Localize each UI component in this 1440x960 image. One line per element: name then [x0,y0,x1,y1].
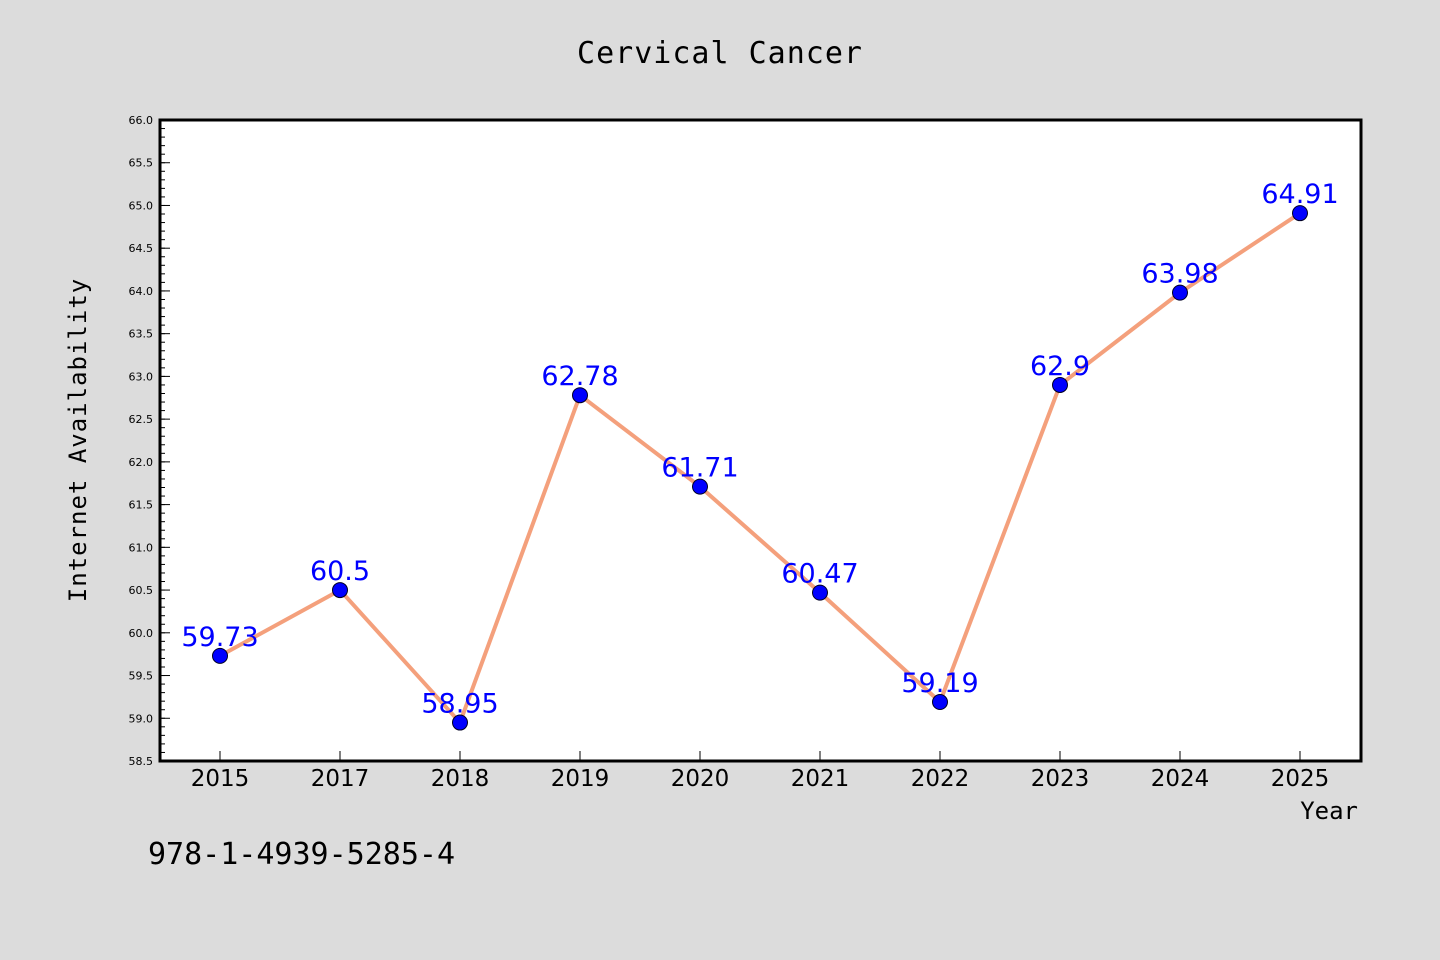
x-axis-label: Year [1300,797,1358,825]
y-tick-label: 63.5 [129,328,154,341]
y-tick-label: 61.5 [129,499,154,512]
data-point [572,387,588,404]
data-point [1052,376,1068,393]
isbn-footer: 978-1-4939-5285-4 [148,837,455,872]
y-tick-label: 64.5 [129,242,154,255]
x-tick-label: 2023 [1031,766,1090,792]
y-tick-label: 59.5 [129,670,154,683]
data-label: 61.71 [661,453,738,484]
data-point [212,647,228,664]
y-tick-label: 64.0 [129,285,154,298]
data-label: 64.91 [1261,179,1338,210]
data-label: 59.19 [901,668,978,699]
data-label: 58.95 [421,689,498,720]
plot-area: 58.5 59.0 59.5 60.0 60.5 61.0 61.5 62.0 62.5 63.0… [129,114,1363,792]
data-label: 62.78 [541,361,618,392]
data-point [812,584,828,601]
x-tick-label: 2018 [431,766,490,792]
data-point [932,694,948,711]
data-point [1172,284,1188,301]
y-tick-label: 66.0 [129,114,154,127]
y-tick-label: 59.0 [129,712,154,725]
y-tick-label: 65.5 [129,157,154,170]
x-tick-label: 2019 [551,766,610,792]
y-tick-label: 60.5 [129,584,154,597]
chart-title: Cervical Cancer [577,36,863,71]
x-tick-label: 2024 [1151,766,1210,792]
y-tick-label: 62.0 [129,456,154,469]
series-line [219,211,1302,725]
plot-frame [158,118,1363,763]
data-point [452,714,468,731]
y-tick-label: 65.0 [129,199,154,212]
y-tick-label: 60.0 [129,627,154,640]
y-tick-label: 61.0 [129,541,154,554]
x-tick-label: 2017 [311,766,370,792]
y-axis-label: Internet Availability [64,278,92,602]
y-tick-label: 62.5 [129,413,154,426]
data-point [1292,205,1308,222]
x-tick-label: 2022 [911,766,970,792]
x-tick-label: 2015 [191,766,250,792]
data-point [332,582,348,599]
x-tick-label: 2025 [1271,766,1330,792]
data-label: 60.47 [781,559,858,590]
data-label: 62.9 [1030,351,1090,382]
data-label: 63.98 [1141,259,1218,290]
y-tick-label: 63.0 [129,370,154,383]
x-tick-label: 2021 [791,766,850,792]
data-label: 59.73 [181,622,258,653]
data-label: 60.5 [310,556,370,587]
y-tick-label: 58.5 [129,755,154,768]
x-tick-label: 2020 [671,766,730,792]
data-point [692,478,708,495]
